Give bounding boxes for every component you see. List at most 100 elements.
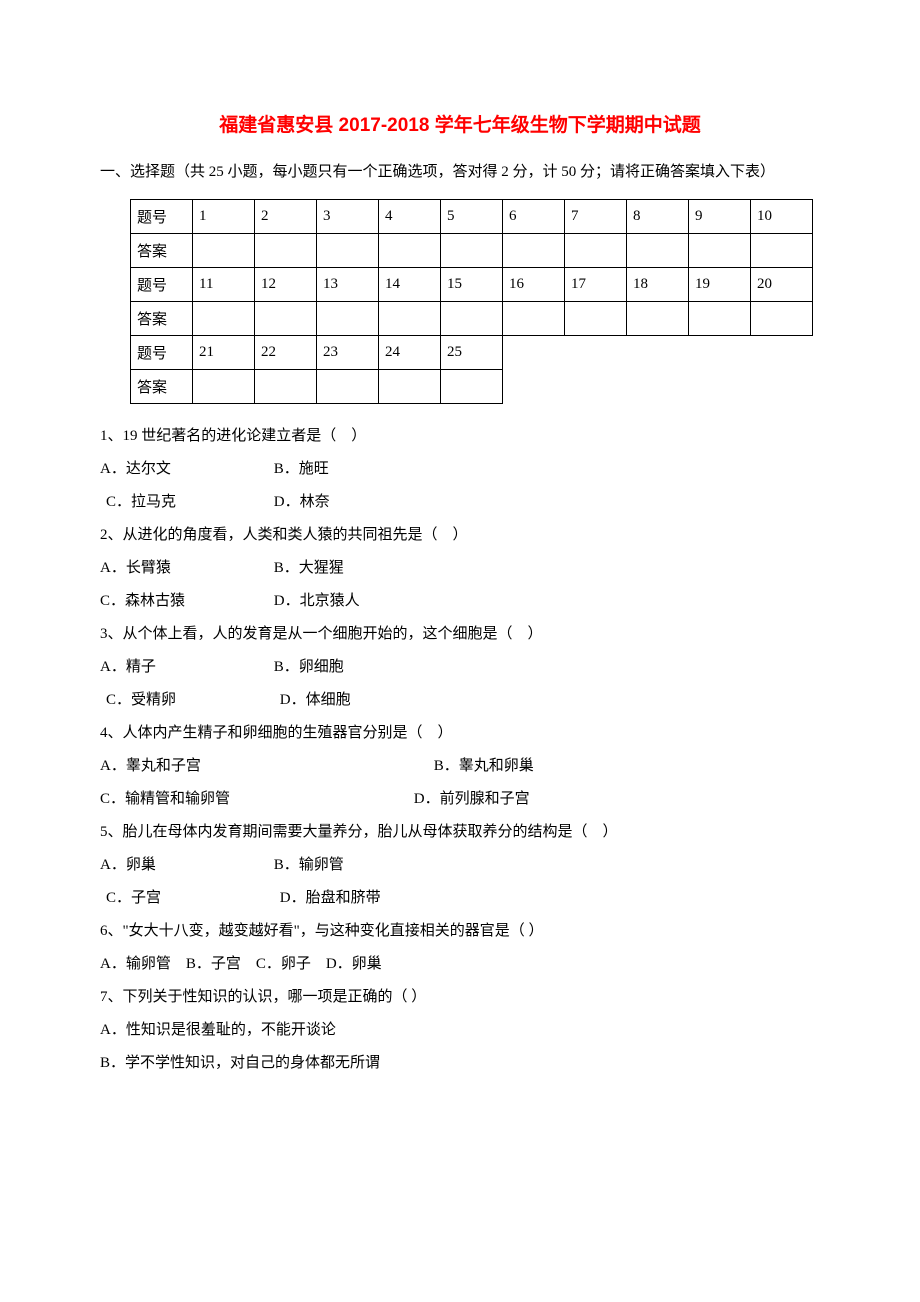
table-row: 答案 <box>131 233 813 267</box>
opt-b: B．大猩猩 <box>274 552 344 585</box>
question-5-options-cd: C．子宫 D．胎盘和脐带 <box>100 882 820 915</box>
table-cell <box>379 301 441 335</box>
row-header: 答案 <box>131 233 193 267</box>
opt-d: D．胎盘和脐带 <box>280 882 381 915</box>
opt-a: A．精子 <box>100 651 270 684</box>
opt-c: C．受精卵 <box>106 684 276 717</box>
table-row: 题号 11 12 13 14 15 16 17 18 19 20 <box>131 267 813 301</box>
question-4-options-ab: A．睾丸和子宫 B．睾丸和卵巢 <box>100 750 820 783</box>
table-cell <box>565 301 627 335</box>
opt-c: C．拉马克 <box>106 486 270 519</box>
table-cell <box>751 301 813 335</box>
exam-page: 福建省惠安县 2017-2018 学年七年级生物下学期期中试题 一、选择题（共 … <box>0 0 920 1302</box>
question-7-stem: 7、下列关于性知识的认识，哪一项是正确的（ ） <box>100 981 820 1014</box>
opt-d: D．林奈 <box>274 486 330 519</box>
table-cell: 16 <box>503 267 565 301</box>
row-header: 答案 <box>131 369 193 403</box>
table-cell <box>255 301 317 335</box>
question-3-stem: 3、从个体上看，人的发育是从一个细胞开始的，这个细胞是（ ） <box>100 618 820 651</box>
answer-table: 题号 1 2 3 4 5 6 7 8 9 10 答案 <box>130 199 813 404</box>
opt-d: D．前列腺和子宫 <box>414 783 530 816</box>
table-cell: 10 <box>751 199 813 233</box>
opt-b: B．睾丸和卵巢 <box>434 750 534 783</box>
row-header: 题号 <box>131 199 193 233</box>
question-4-stem: 4、人体内产生精子和卵细胞的生殖器官分别是（ ） <box>100 717 820 750</box>
table-cell: 8 <box>627 199 689 233</box>
table-cell: 14 <box>379 267 441 301</box>
table-cell: 25 <box>441 335 503 369</box>
table-cell: 3 <box>317 199 379 233</box>
table-cell <box>441 369 503 403</box>
section-instruction: 一、选择题（共 25 小题，每小题只有一个正确选项，答对得 2 分，计 50 分… <box>100 157 820 189</box>
table-cell: 2 <box>255 199 317 233</box>
table-cell <box>379 233 441 267</box>
table-cell: 6 <box>503 199 565 233</box>
answer-table-wrap: 题号 1 2 3 4 5 6 7 8 9 10 答案 <box>100 199 820 404</box>
question-3-options-cd: C．受精卵 D．体细胞 <box>100 684 820 717</box>
row-header: 题号 <box>131 335 193 369</box>
table-cell: 19 <box>689 267 751 301</box>
table-cell: 13 <box>317 267 379 301</box>
table-cell <box>689 301 751 335</box>
table-cell <box>317 301 379 335</box>
opt-b: B．卵细胞 <box>274 651 344 684</box>
table-cell <box>379 369 441 403</box>
opt-c: C．输精管和输卵管 <box>100 783 410 816</box>
table-cell <box>751 233 813 267</box>
question-7-option-b: B．学不学性知识，对自己的身体都无所谓 <box>100 1047 820 1080</box>
table-cell: 9 <box>689 199 751 233</box>
question-6-options: A．输卵管 B．子宫 C．卵子 D．卵巢 <box>100 948 820 981</box>
opt-a: A．达尔文 <box>100 453 270 486</box>
table-row: 题号 21 22 23 24 25 <box>131 335 813 369</box>
table-cell <box>255 233 317 267</box>
table-cell <box>441 301 503 335</box>
question-1-options-ab: A．达尔文 B．施旺 <box>100 453 820 486</box>
table-cell: 24 <box>379 335 441 369</box>
opt-a: A．睾丸和子宫 <box>100 750 430 783</box>
opt-d: D．北京猿人 <box>274 585 360 618</box>
table-cell: 21 <box>193 335 255 369</box>
table-cell: 7 <box>565 199 627 233</box>
question-3-options-ab: A．精子 B．卵细胞 <box>100 651 820 684</box>
table-cell: 12 <box>255 267 317 301</box>
table-cell <box>689 233 751 267</box>
table-cell <box>255 369 317 403</box>
question-2-stem: 2、从进化的角度看，人类和类人猿的共同祖先是（ ） <box>100 519 820 552</box>
question-4-options-cd: C．输精管和输卵管 D．前列腺和子宫 <box>100 783 820 816</box>
table-cell: 15 <box>441 267 503 301</box>
opt-d: D．体细胞 <box>280 684 351 717</box>
question-2-options-cd: C．森林古猿 D．北京猿人 <box>100 585 820 618</box>
table-cell <box>441 233 503 267</box>
table-cell <box>193 233 255 267</box>
question-1-stem: 1、19 世纪著名的进化论建立者是（ ） <box>100 420 820 453</box>
table-cell: 11 <box>193 267 255 301</box>
question-5-stem: 5、胎儿在母体内发育期间需要大量养分，胎儿从母体获取养分的结构是（ ） <box>100 816 820 849</box>
opt-b: B．施旺 <box>274 453 329 486</box>
table-cell: 18 <box>627 267 689 301</box>
page-title: 福建省惠安县 2017-2018 学年七年级生物下学期期中试题 <box>100 110 820 137</box>
question-5-options-ab: A．卵巢 B．输卵管 <box>100 849 820 882</box>
question-1-options-cd: C．拉马克 D．林奈 <box>100 486 820 519</box>
question-2-options-ab: A．长臂猿 B．大猩猩 <box>100 552 820 585</box>
opt-c: C．子宫 <box>106 882 276 915</box>
table-row: 答案 <box>131 301 813 335</box>
table-cell <box>627 233 689 267</box>
table-cell <box>627 301 689 335</box>
question-6-stem: 6、"女大十八变，越变越好看"，与这种变化直接相关的器官是（ ） <box>100 915 820 948</box>
table-cell: 1 <box>193 199 255 233</box>
opt-a: A．长臂猿 <box>100 552 270 585</box>
opt-c: C．森林古猿 <box>100 585 270 618</box>
table-cell: 17 <box>565 267 627 301</box>
table-cell: 22 <box>255 335 317 369</box>
opt-b: B．输卵管 <box>274 849 344 882</box>
opt-a: A．卵巢 <box>100 849 270 882</box>
table-cell <box>317 233 379 267</box>
table-cell <box>317 369 379 403</box>
table-cell <box>193 301 255 335</box>
table-cell: 23 <box>317 335 379 369</box>
row-header: 答案 <box>131 301 193 335</box>
table-row: 答案 <box>131 369 813 403</box>
table-cell <box>193 369 255 403</box>
table-cell <box>565 233 627 267</box>
table-row: 题号 1 2 3 4 5 6 7 8 9 10 <box>131 199 813 233</box>
